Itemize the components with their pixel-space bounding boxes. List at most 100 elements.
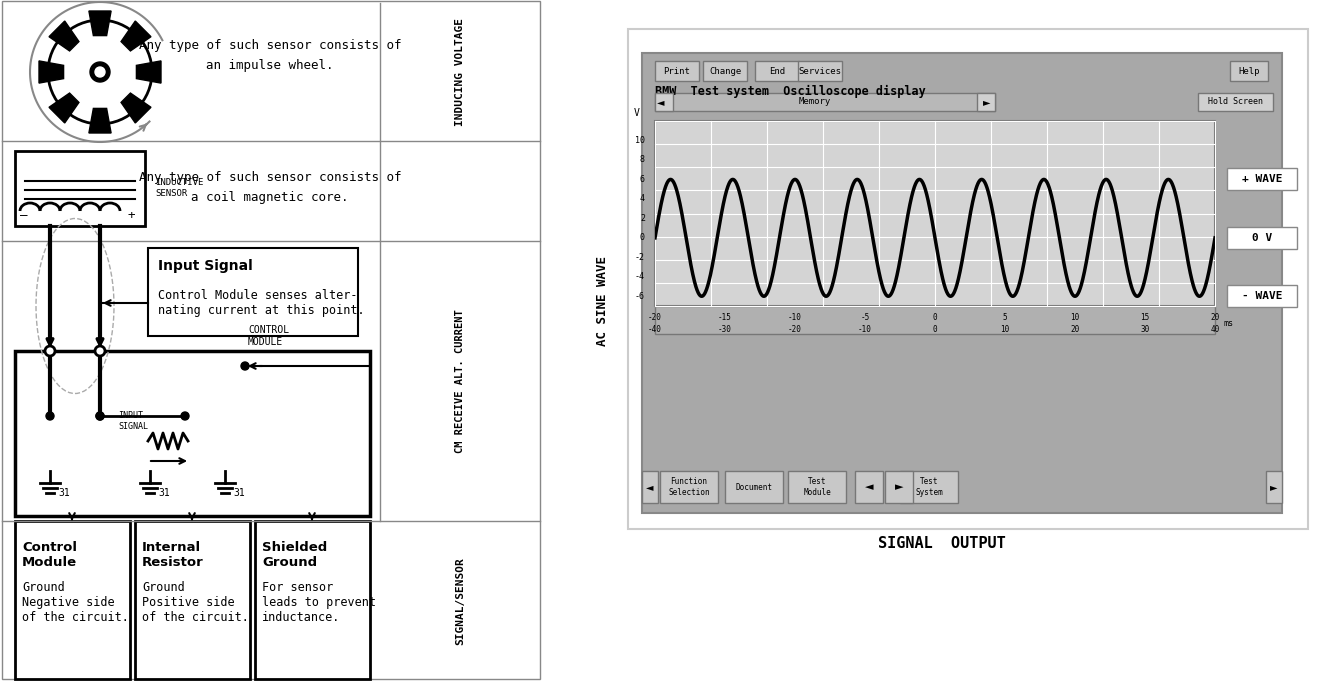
Bar <box>1227 227 1297 249</box>
Text: Any type of such sensor consists of: Any type of such sensor consists of <box>139 39 402 52</box>
Bar <box>654 93 673 111</box>
Circle shape <box>90 62 110 82</box>
Polygon shape <box>89 108 111 133</box>
Bar <box>977 93 995 111</box>
Text: 4: 4 <box>640 194 645 204</box>
Bar <box>724 471 783 503</box>
Bar <box>642 53 1282 513</box>
Text: 20: 20 <box>1211 313 1220 323</box>
Text: For sensor
leads to prevent
inductance.: For sensor leads to prevent inductance. <box>262 581 375 624</box>
Text: -5: -5 <box>861 313 870 323</box>
Bar <box>654 306 1215 334</box>
Text: 10: 10 <box>1001 325 1010 334</box>
Text: Change: Change <box>709 67 742 76</box>
Bar <box>654 93 995 111</box>
Bar <box>135 521 250 679</box>
Text: 31: 31 <box>233 488 245 498</box>
Bar <box>798 61 842 81</box>
Text: ◄: ◄ <box>865 482 874 492</box>
Text: Print: Print <box>664 67 690 76</box>
Text: SIGNAL/SENSOR: SIGNAL/SENSOR <box>455 557 465 645</box>
Text: -20: -20 <box>648 313 662 323</box>
Text: 6: 6 <box>640 175 645 184</box>
Text: -10: -10 <box>788 313 802 323</box>
Text: Memory: Memory <box>798 97 832 106</box>
Bar <box>884 471 914 503</box>
Text: Control
Module: Control Module <box>22 541 77 569</box>
Circle shape <box>241 362 249 370</box>
Text: INPUT
SIGNAL: INPUT SIGNAL <box>118 411 148 430</box>
Circle shape <box>46 412 54 420</box>
Text: 20: 20 <box>1071 325 1080 334</box>
Bar <box>855 471 883 503</box>
Bar <box>703 61 747 81</box>
Text: Test
System: Test System <box>915 477 943 496</box>
Text: ►: ► <box>895 482 903 492</box>
Polygon shape <box>89 11 111 35</box>
Text: + WAVE: + WAVE <box>1241 174 1282 185</box>
Text: Input Signal: Input Signal <box>159 259 253 273</box>
Text: INDUCTIVE
SENSOR: INDUCTIVE SENSOR <box>155 178 204 197</box>
Text: Test
Module: Test Module <box>804 477 830 496</box>
Bar <box>3 1 539 679</box>
Text: 0: 0 <box>933 325 937 334</box>
Polygon shape <box>122 21 151 51</box>
Text: Ground
Positive side
of the circuit.: Ground Positive side of the circuit. <box>141 581 249 624</box>
Text: 31: 31 <box>58 488 70 498</box>
Polygon shape <box>49 93 79 123</box>
Text: ◄: ◄ <box>646 482 654 492</box>
Text: ►: ► <box>984 97 990 107</box>
Text: Hold Screen: Hold Screen <box>1207 97 1263 106</box>
Bar <box>1198 93 1273 111</box>
Bar <box>788 471 846 503</box>
Text: -2: -2 <box>635 253 645 262</box>
Text: Internal
Resistor: Internal Resistor <box>141 541 204 569</box>
Text: 8: 8 <box>640 155 645 164</box>
Text: Help: Help <box>1239 67 1260 76</box>
Text: 0: 0 <box>933 313 937 323</box>
Text: 10: 10 <box>1071 313 1080 323</box>
Text: CONTROL
MODULE: CONTROL MODULE <box>249 326 290 347</box>
Bar <box>1229 61 1268 81</box>
Bar <box>755 61 798 81</box>
Text: 5: 5 <box>1002 313 1007 323</box>
Bar <box>148 248 358 336</box>
Text: Shielded
Ground: Shielded Ground <box>262 541 328 569</box>
Text: +: + <box>127 209 135 222</box>
Circle shape <box>97 412 104 420</box>
Text: -40: -40 <box>648 325 662 334</box>
Bar <box>654 121 1215 306</box>
Circle shape <box>48 20 152 124</box>
Text: BMW  Test system  Oscilloscope display: BMW Test system Oscilloscope display <box>654 84 925 97</box>
Text: 0 V: 0 V <box>1252 233 1272 243</box>
Bar <box>1227 168 1297 191</box>
Text: 15: 15 <box>1141 313 1150 323</box>
Bar <box>642 471 658 503</box>
Bar <box>660 471 718 503</box>
Text: -10: -10 <box>858 325 873 334</box>
Polygon shape <box>49 21 79 51</box>
Text: ms: ms <box>1223 319 1233 328</box>
Polygon shape <box>40 61 63 83</box>
Text: 31: 31 <box>159 488 169 498</box>
Text: 0: 0 <box>640 234 645 242</box>
Bar <box>255 521 370 679</box>
Circle shape <box>97 412 104 420</box>
Bar <box>654 61 699 81</box>
Text: CM RECEIVE ALT. CURRENT: CM RECEIVE ALT. CURRENT <box>455 309 465 453</box>
Text: an impulse wheel.: an impulse wheel. <box>206 59 333 72</box>
Text: -4: -4 <box>635 272 645 281</box>
Text: -30: -30 <box>718 325 732 334</box>
Text: Function
Selection: Function Selection <box>668 477 710 496</box>
Text: 10: 10 <box>635 136 645 145</box>
Bar <box>1227 285 1297 307</box>
Circle shape <box>45 346 56 356</box>
Text: -6: -6 <box>635 291 645 301</box>
Text: Services: Services <box>798 67 842 76</box>
Circle shape <box>95 67 104 77</box>
Text: Ground
Negative side
of the circuit.: Ground Negative side of the circuit. <box>22 581 128 624</box>
Bar <box>15 521 130 679</box>
Text: 2: 2 <box>640 214 645 223</box>
Text: –: – <box>20 209 28 222</box>
Circle shape <box>181 412 189 420</box>
